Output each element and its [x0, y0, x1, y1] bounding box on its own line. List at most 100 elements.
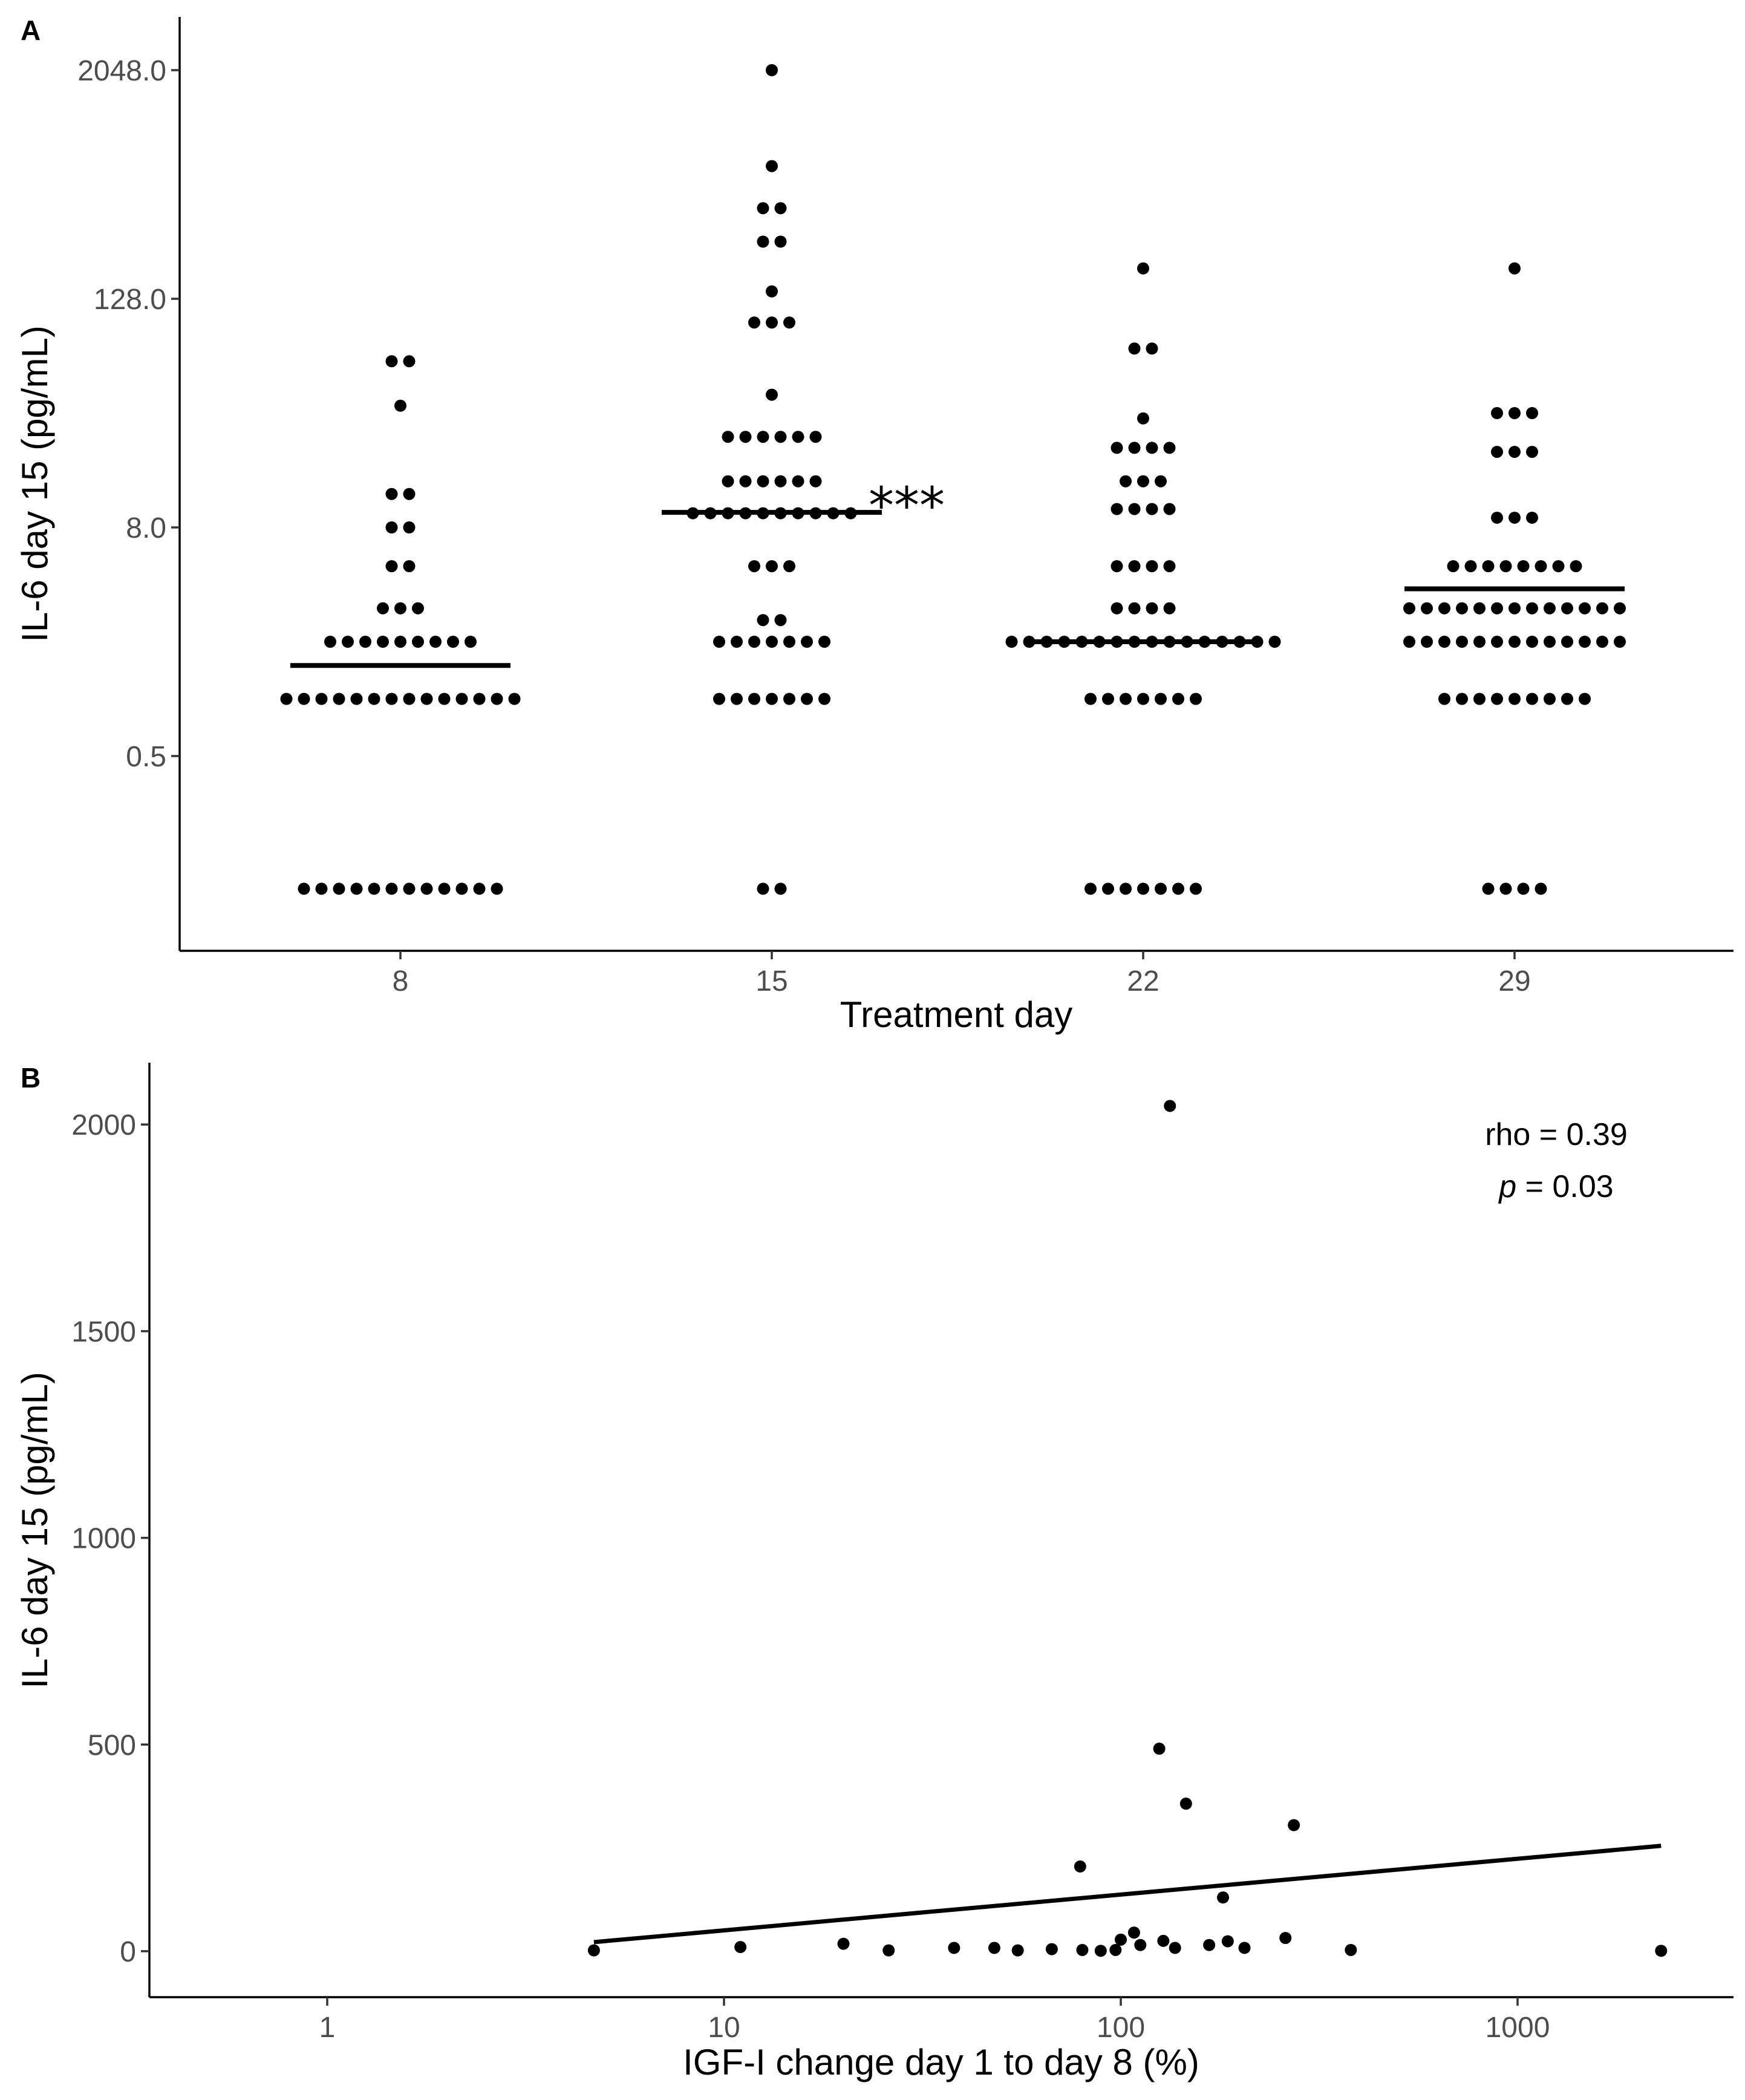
panel-b-y-axis-title: IL-6 day 15 (pg/mL)	[15, 1372, 55, 1689]
data-dot	[809, 431, 822, 443]
data-dot	[1509, 511, 1521, 524]
data-dot	[385, 521, 398, 533]
data-dot	[1023, 636, 1036, 648]
data-point	[1288, 1819, 1300, 1831]
data-dot	[1128, 503, 1141, 515]
panel-b-x-ticks: 1 10 100 1000	[319, 1997, 1550, 2044]
data-dot	[1111, 602, 1123, 615]
data-dot	[1509, 262, 1521, 275]
data-dot	[1146, 442, 1158, 454]
data-dot	[298, 882, 310, 895]
y-tick-label: 0.5	[126, 741, 166, 773]
data-dot	[1456, 602, 1468, 615]
data-dot	[748, 560, 760, 573]
data-dot	[1535, 882, 1547, 895]
significance-marker: ***	[869, 476, 945, 535]
data-dot	[1438, 602, 1450, 615]
p-symbol: p	[1498, 1169, 1516, 1204]
data-dot	[774, 475, 787, 488]
data-dot	[1596, 602, 1608, 615]
x-tick-label: 1000	[1486, 2012, 1550, 2044]
data-dot	[1005, 636, 1018, 648]
data-dot	[1251, 636, 1264, 648]
y-tick-label: 1000	[71, 1523, 136, 1555]
data-dot	[1102, 882, 1114, 895]
data-dot	[801, 693, 813, 705]
data-dot	[1614, 602, 1626, 615]
data-dot	[420, 693, 433, 705]
data-dot	[1172, 693, 1184, 705]
data-dot	[1421, 602, 1433, 615]
y-tick-label: 2048.0	[77, 55, 166, 87]
data-dot	[438, 882, 451, 895]
data-dot	[801, 636, 813, 648]
data-point	[1074, 1860, 1086, 1873]
data-dot	[429, 636, 442, 648]
data-dot	[792, 475, 804, 488]
data-dot	[818, 636, 830, 648]
data-point	[1655, 1945, 1668, 1957]
data-dot	[783, 693, 795, 705]
data-dot	[1172, 882, 1184, 895]
data-dot	[1561, 636, 1573, 648]
data-dot	[1544, 602, 1556, 615]
data-dot	[333, 882, 345, 895]
data-dot	[1570, 560, 1582, 573]
data-dot	[1517, 560, 1530, 573]
data-dot	[377, 636, 389, 648]
p-value: = 0.03	[1516, 1169, 1613, 1204]
data-dot	[1155, 882, 1167, 895]
data-dot	[757, 235, 769, 248]
data-dot	[713, 693, 725, 705]
data-dot	[1120, 693, 1132, 705]
data-dot	[1190, 693, 1202, 705]
data-point	[734, 1941, 747, 1954]
data-dot	[465, 636, 477, 648]
data-dot	[385, 693, 398, 705]
data-dot	[315, 882, 328, 895]
data-dot	[1128, 442, 1141, 454]
data-point	[1217, 1891, 1230, 1904]
data-point	[587, 1944, 600, 1957]
data-point	[1094, 1945, 1107, 1957]
data-dot	[748, 693, 760, 705]
panel-a-medians	[290, 510, 1625, 668]
data-point	[1221, 1935, 1234, 1948]
data-dot	[1491, 511, 1503, 524]
panel-a-dots	[280, 64, 1626, 895]
data-dot	[1163, 442, 1176, 454]
data-dot	[1137, 693, 1149, 705]
data-dot	[403, 355, 416, 368]
data-dot	[394, 399, 406, 412]
data-dot	[377, 602, 389, 615]
data-dot	[420, 882, 433, 895]
data-dot	[350, 693, 363, 705]
data-dot	[757, 882, 769, 895]
data-dot	[438, 693, 451, 705]
data-point	[1345, 1943, 1357, 1956]
data-dot	[1526, 636, 1538, 648]
data-dot	[766, 388, 778, 401]
data-dot	[766, 636, 778, 648]
panel-a: A 0.5 8.0 128.0 2048.0 8 15 22 29 *** Treatmen…	[15, 15, 1734, 1035]
panel-b-points	[587, 1100, 1668, 1957]
data-point	[1011, 1944, 1024, 1957]
data-dot	[1579, 636, 1591, 648]
data-dot	[1491, 693, 1503, 705]
data-dot	[1464, 560, 1477, 573]
data-point	[1115, 1933, 1127, 1946]
data-dot	[385, 355, 398, 368]
data-dot	[455, 693, 468, 705]
data-dot	[412, 602, 424, 615]
data-dot	[1499, 560, 1512, 573]
data-dot	[739, 431, 752, 443]
data-dot	[324, 636, 336, 648]
y-tick-label: 2000	[71, 1109, 136, 1141]
panel-b: B 0 500 1000 1500 2000 1 10 100 1000 rho = 0.39…	[15, 1062, 1734, 2082]
data-dot	[385, 882, 398, 895]
data-dot	[1137, 412, 1149, 425]
data-dot	[1473, 602, 1486, 615]
data-dot	[722, 475, 734, 488]
data-dot	[774, 202, 787, 215]
x-tick-label: 8	[393, 965, 409, 997]
